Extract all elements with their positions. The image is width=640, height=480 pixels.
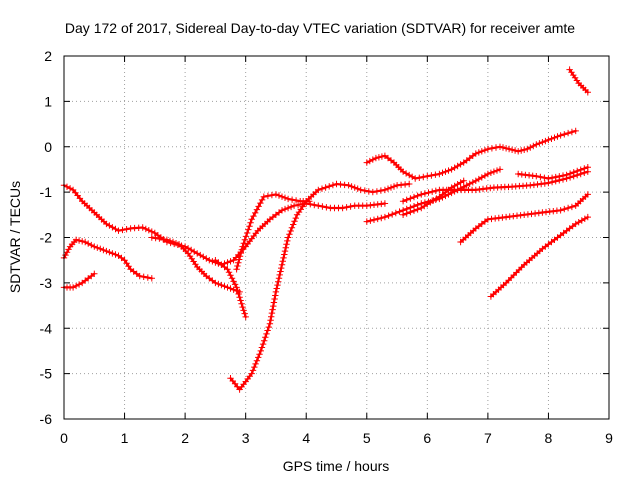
series-markers [212, 257, 249, 321]
y-tick-label: 0 [44, 139, 52, 155]
x-tick-label: 2 [181, 430, 189, 446]
series-markers [399, 177, 467, 218]
series-track-11 [399, 177, 467, 218]
y-tick-label: -4 [40, 320, 53, 336]
series-markers [233, 191, 313, 273]
series-markers [457, 191, 591, 246]
series-trace [365, 129, 577, 180]
x-tick-label: 3 [242, 430, 250, 446]
x-tick-label: 9 [605, 430, 613, 446]
y-axis-label: SDTVAR / TECUs [7, 181, 23, 293]
chart-title: Day 172 of 2017, Sidereal Day-to-day VTE… [65, 20, 575, 36]
series-track-7 [233, 191, 313, 273]
y-tick-label: -3 [40, 275, 53, 291]
series-trace [62, 238, 153, 280]
y-tick-label: -2 [40, 230, 53, 246]
y-tick-label: 2 [44, 48, 52, 64]
series-markers [399, 168, 591, 205]
y-tick-label: -5 [40, 366, 53, 382]
data-layer [60, 66, 591, 393]
grid-layer [64, 56, 609, 419]
series-track-10 [399, 168, 591, 205]
series-markers [363, 127, 579, 182]
series-markers [148, 234, 243, 296]
series-markers [487, 213, 591, 300]
y-tick-label: -6 [40, 411, 53, 427]
series-track-5 [212, 257, 249, 321]
series-markers [60, 270, 98, 291]
x-tick-label: 0 [60, 430, 68, 446]
series-markers [515, 164, 591, 182]
tick-layer: 0 1 2 3 4 5 6 7 8 9 2 1 0 -1 -2 -3 -4 -5 -6 [40, 48, 614, 446]
series-track-2 [60, 236, 155, 282]
x-tick-label: 5 [363, 430, 371, 446]
series-markers [60, 236, 155, 282]
x-tick-label: 4 [302, 430, 310, 446]
series-markers [566, 66, 591, 96]
series-track-14 [487, 213, 591, 300]
x-tick-label: 6 [423, 430, 431, 446]
y-tick-label: 1 [44, 93, 52, 109]
series-track-12 [515, 164, 591, 182]
series-track-4 [148, 234, 243, 296]
x-axis-label: GPS time / hours [283, 458, 390, 474]
series-track-13 [457, 191, 591, 246]
series-track-3 [60, 270, 98, 291]
y-tick-label: -1 [40, 184, 53, 200]
x-tick-label: 8 [545, 430, 553, 446]
x-tick-label: 7 [484, 430, 492, 446]
series-track-15 [566, 66, 591, 96]
series-trace [489, 216, 589, 298]
series-trace [459, 193, 589, 244]
series-track-8 [363, 127, 579, 182]
x-tick-label: 1 [121, 430, 129, 446]
